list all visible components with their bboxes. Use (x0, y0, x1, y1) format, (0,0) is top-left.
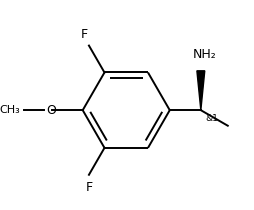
Text: &1: &1 (205, 114, 218, 123)
Text: F: F (85, 181, 92, 194)
Text: O: O (47, 104, 57, 117)
Text: F: F (81, 28, 88, 41)
Text: NH₂: NH₂ (193, 49, 217, 62)
Polygon shape (197, 71, 205, 110)
Text: CH₃: CH₃ (0, 105, 21, 115)
